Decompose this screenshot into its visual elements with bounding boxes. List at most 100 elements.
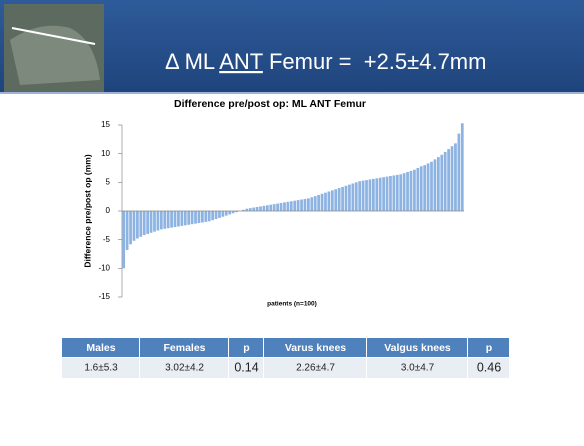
bar: [410, 171, 413, 211]
bar: [444, 152, 447, 211]
bar: [399, 174, 402, 211]
bar: [434, 159, 437, 211]
bar: [170, 211, 173, 228]
bar: [263, 206, 266, 211]
bar: [276, 204, 279, 211]
bar: [379, 178, 382, 211]
bar: [290, 201, 293, 211]
bar: [321, 194, 324, 211]
bar: [362, 181, 365, 211]
y-tick-label: -10: [98, 263, 110, 272]
bar: [389, 176, 392, 211]
bar: [416, 168, 419, 211]
bar: [406, 172, 409, 211]
bar: [304, 199, 307, 211]
bar: [122, 211, 125, 268]
bar: [139, 211, 142, 237]
y-axis-label: Difference pre/post op (mm): [82, 154, 92, 268]
bar: [369, 179, 372, 211]
bar: [129, 211, 132, 244]
bar: [126, 211, 129, 250]
bar: [211, 211, 214, 220]
y-tick-label: 5: [106, 177, 111, 186]
bar: [215, 211, 218, 219]
bar: [198, 211, 201, 223]
bar: [174, 211, 177, 227]
bar: [351, 183, 354, 211]
bar: [461, 123, 464, 211]
bar: [177, 211, 180, 226]
bar: [358, 181, 361, 211]
bar: [297, 200, 300, 211]
header-text: Females: [163, 342, 205, 354]
bar: [222, 211, 225, 217]
bar: [225, 211, 228, 216]
bar: [454, 143, 457, 211]
bar: [191, 211, 194, 224]
bar: [430, 162, 433, 211]
cell-text: 3.02±4.2: [165, 363, 204, 374]
slide: Δ ML ANT Femur = +2.5±4.7mm Difference p…: [0, 0, 584, 441]
bar: [153, 211, 156, 232]
bar: [133, 211, 136, 241]
bar: [341, 187, 344, 211]
bar: [256, 207, 259, 211]
bar: [252, 208, 255, 211]
bar: [218, 211, 221, 218]
bar: [458, 134, 461, 211]
chart-title: Difference pre/post op: ML ANT Femur: [174, 98, 366, 110]
bar: [307, 198, 310, 211]
bar: [249, 208, 252, 211]
bar: [447, 149, 450, 211]
slide-title: Δ ML ANT Femur = +2.5±4.7mm: [165, 49, 486, 74]
title-part: Δ ML: [165, 49, 219, 74]
bar: [393, 175, 396, 211]
header-text: p: [243, 342, 249, 354]
bar: [437, 157, 440, 211]
title-part: ANT: [219, 49, 263, 74]
bar: [375, 178, 378, 211]
bar: [184, 211, 187, 225]
bar: [328, 192, 331, 211]
bar: [201, 211, 204, 222]
bar: [228, 211, 231, 214]
bar: [280, 203, 283, 211]
bar: [146, 211, 149, 234]
cell-text: 1.6±5.3: [84, 363, 118, 374]
header-rule: [0, 92, 584, 94]
cell-text: 0.46: [477, 360, 501, 374]
bar: [396, 175, 399, 211]
bar: [150, 211, 153, 233]
x-axis-label: patients (n=100): [267, 301, 317, 308]
bar: [283, 202, 286, 211]
bar: [143, 211, 146, 235]
bar: [423, 165, 426, 211]
bar: [187, 211, 190, 225]
bar: [180, 211, 183, 226]
bar: [269, 205, 272, 211]
bar: [300, 200, 303, 211]
bar: [317, 195, 320, 211]
bar: [365, 180, 368, 211]
y-tick-label: -15: [98, 292, 110, 301]
bar: [287, 202, 290, 211]
y-tick-label: 10: [101, 149, 110, 158]
bar: [331, 190, 334, 211]
bar: [310, 197, 313, 211]
y-tick-label: -5: [103, 235, 111, 244]
bar: [413, 170, 416, 211]
bar: [427, 163, 430, 211]
bar: [451, 146, 454, 211]
header-text: Males: [86, 342, 115, 354]
bar: [194, 211, 197, 224]
bar: [386, 177, 389, 211]
bar: [273, 204, 276, 211]
bar: [355, 182, 358, 211]
bar: [293, 201, 296, 211]
bar: [345, 186, 348, 211]
bar: [266, 205, 269, 211]
bar: [208, 211, 211, 221]
bar: [167, 211, 170, 228]
header-text: Valgus knees: [384, 342, 451, 354]
bar: [163, 211, 166, 229]
